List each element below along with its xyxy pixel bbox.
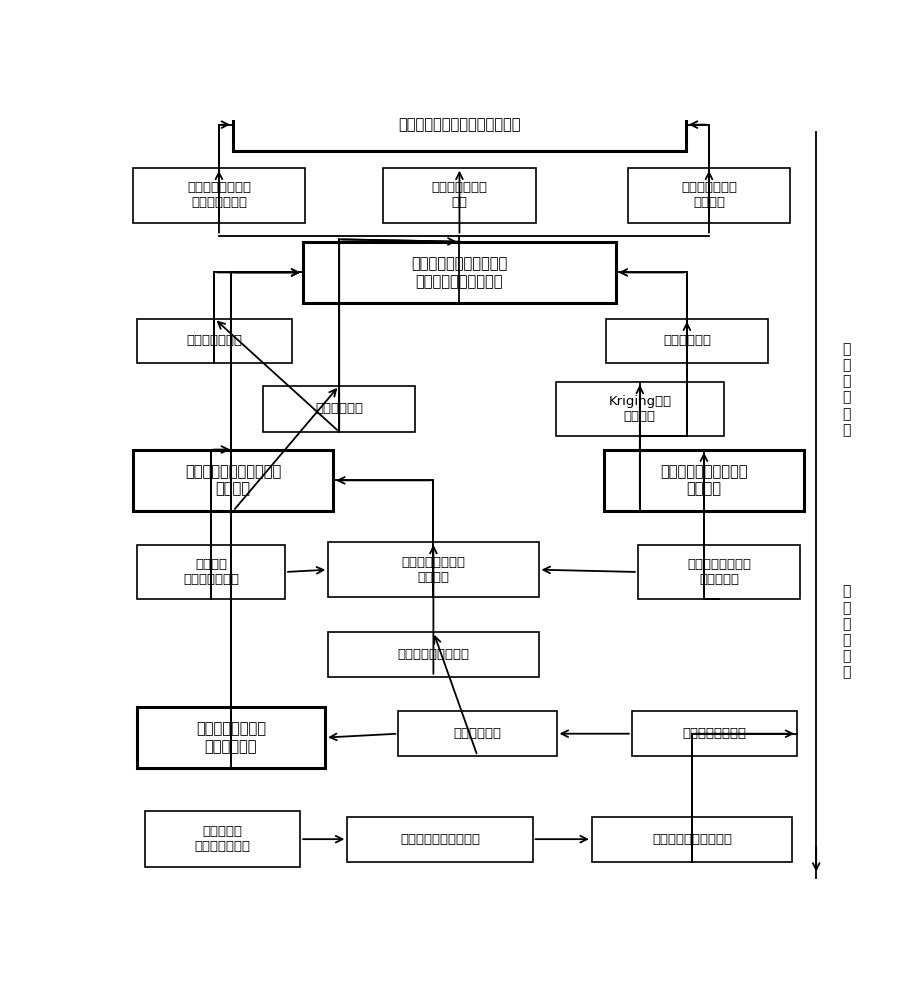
Text: 立地指数变异函数时空
扩展模型: 立地指数变异函数时空 扩展模型 bbox=[660, 464, 747, 497]
Bar bbox=[137, 545, 285, 599]
Text: Kriging时空
插值方法: Kriging时空 插值方法 bbox=[609, 395, 671, 423]
Text: 研究综述与
实验区资料收集: 研究综述与 实验区资料收集 bbox=[195, 825, 251, 853]
Text: 变异函数理论模型
参数分析: 变异函数理论模型 参数分析 bbox=[401, 556, 465, 584]
Text: 时空交叉验证: 时空交叉验证 bbox=[663, 334, 711, 347]
Bar bbox=[303, 242, 616, 303]
Bar bbox=[137, 319, 292, 363]
Text: 静
态
模
型
模
拟: 静 态 模 型 模 拟 bbox=[842, 342, 850, 437]
Text: 变异函数
套合与拟合方法: 变异函数 套合与拟合方法 bbox=[183, 558, 239, 586]
Text: 模型验证与诊断: 模型验证与诊断 bbox=[186, 334, 242, 347]
Bar bbox=[329, 542, 539, 597]
Text: 实验区选择和样地布设: 实验区选择和样地布设 bbox=[400, 833, 480, 846]
Bar bbox=[628, 168, 790, 223]
Text: 探索性空间数据分析: 探索性空间数据分析 bbox=[397, 648, 469, 661]
Text: 实验数据采集和预处理: 实验数据采集和预处理 bbox=[652, 833, 732, 846]
Text: 软件系统架构分析
与功能模块设计: 软件系统架构分析 与功能模块设计 bbox=[187, 181, 251, 209]
Text: 模型算法分析与
设计: 模型算法分析与 设计 bbox=[431, 181, 487, 209]
Bar bbox=[592, 817, 792, 862]
Bar bbox=[606, 319, 768, 363]
Text: 空间插值方法: 空间插值方法 bbox=[315, 402, 364, 415]
Text: 开发环境选择与
系统实现: 开发环境选择与 系统实现 bbox=[681, 181, 737, 209]
Bar bbox=[233, 98, 686, 151]
Bar bbox=[263, 386, 415, 432]
Bar bbox=[133, 450, 333, 511]
Bar bbox=[133, 168, 305, 223]
Text: 样本数据计算: 样本数据计算 bbox=[453, 727, 501, 740]
Text: 森林立地指数时空估测中
变异函数模型优化方法: 森林立地指数时空估测中 变异函数模型优化方法 bbox=[411, 256, 508, 289]
Text: 立地指数变异函数多尺度
套合模型: 立地指数变异函数多尺度 套合模型 bbox=[185, 464, 281, 497]
Bar bbox=[137, 707, 325, 768]
Bar bbox=[555, 382, 724, 436]
Text: 动
态
时
空
估
测: 动 态 时 空 估 测 bbox=[842, 585, 850, 680]
Bar bbox=[384, 168, 535, 223]
Bar bbox=[398, 711, 556, 756]
Bar bbox=[632, 711, 797, 756]
Bar bbox=[638, 545, 800, 599]
Text: 森林立地指数时空估测软件原型: 森林立地指数时空估测软件原型 bbox=[398, 117, 521, 132]
Bar bbox=[604, 450, 804, 511]
Text: 立地指数变异函数
模型优选方法: 立地指数变异函数 模型优选方法 bbox=[196, 721, 266, 754]
Bar bbox=[145, 811, 300, 867]
Bar bbox=[347, 817, 532, 862]
Bar bbox=[329, 632, 539, 677]
Text: 立地指数模型构建: 立地指数模型构建 bbox=[682, 727, 746, 740]
Text: 时空变异函数建模
与曲线拟合: 时空变异函数建模 与曲线拟合 bbox=[687, 558, 751, 586]
